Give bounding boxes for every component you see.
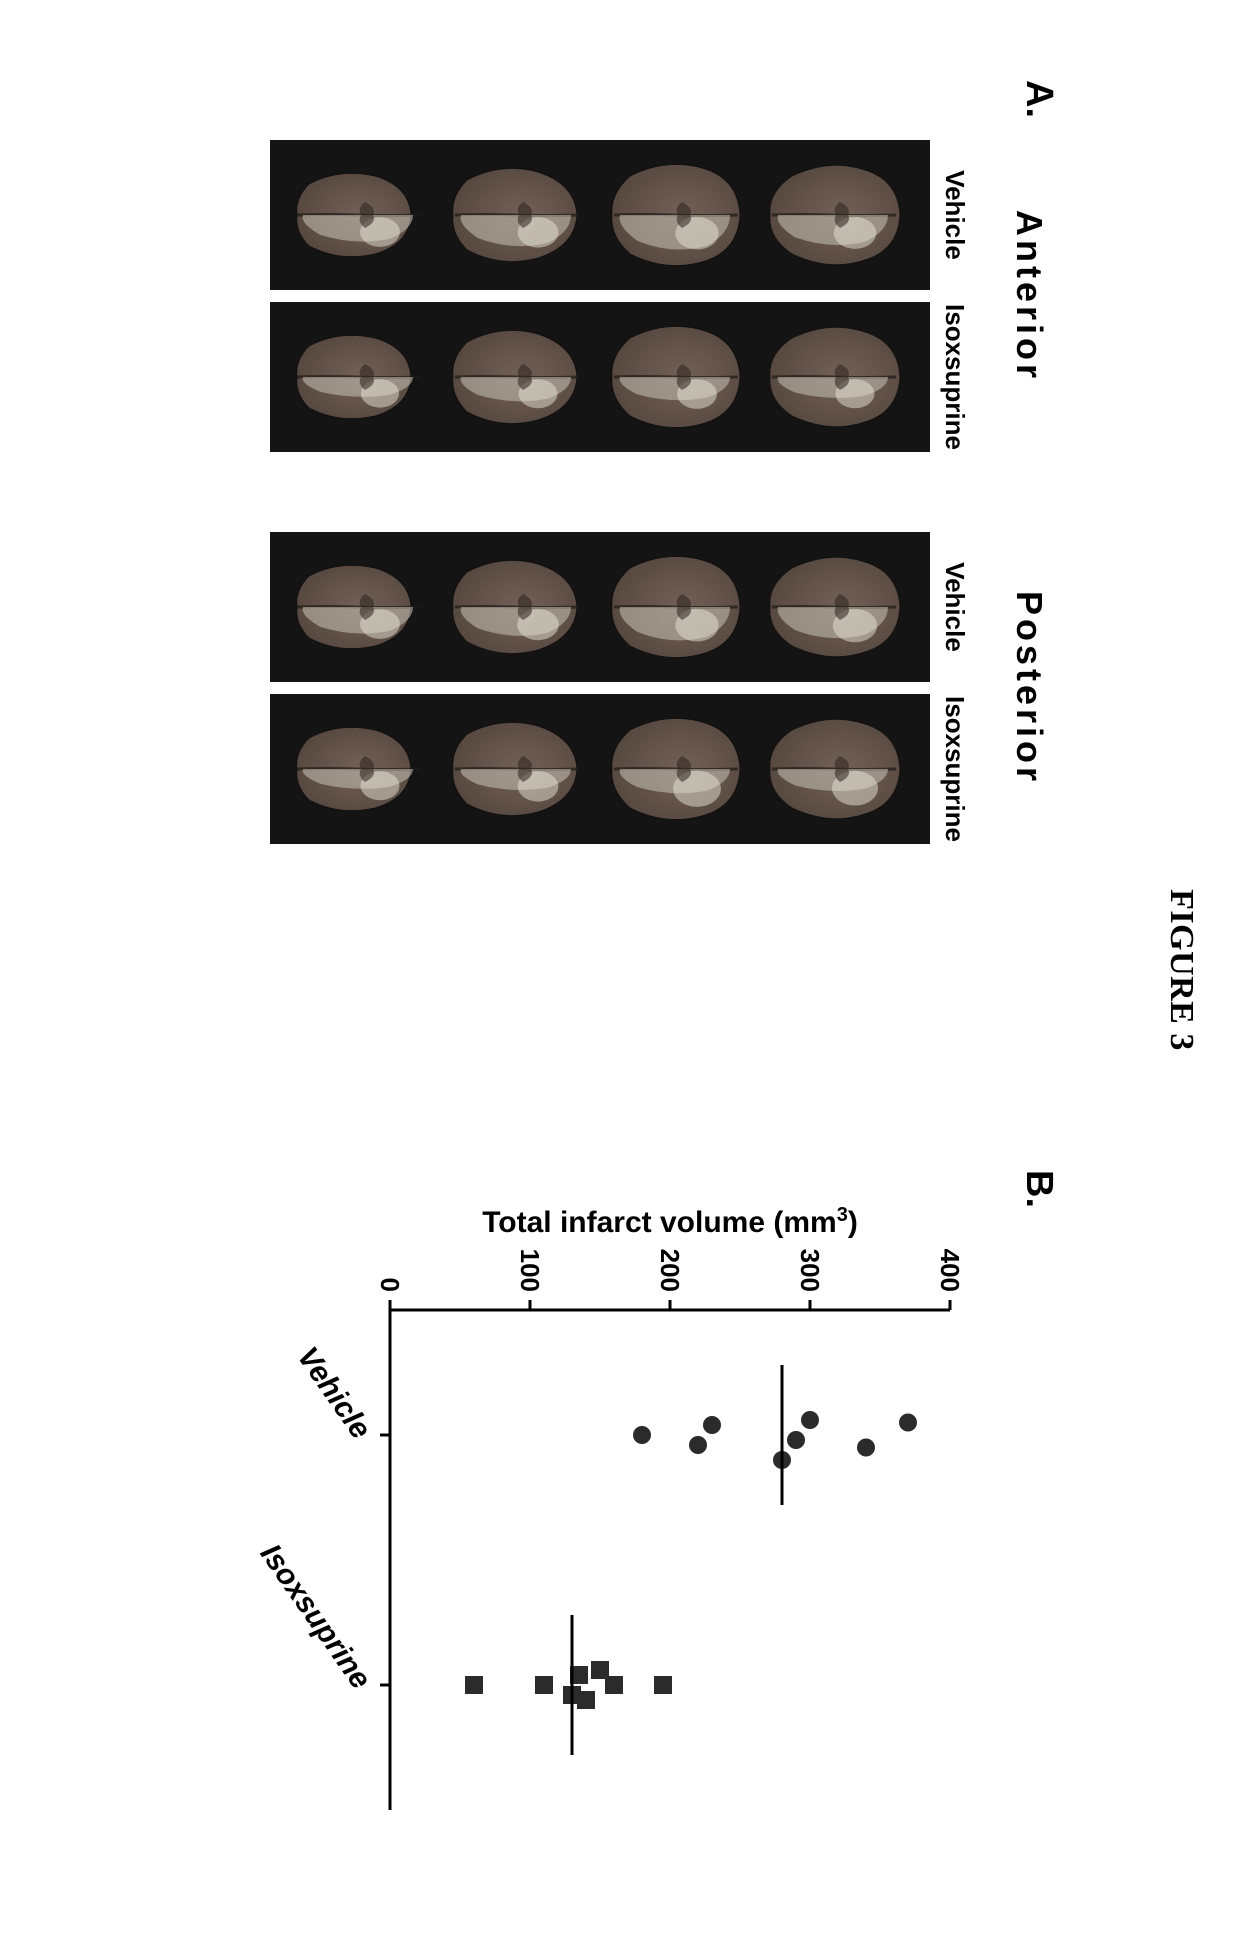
brain-strip: [270, 302, 930, 452]
brain-slice: [448, 542, 593, 672]
brain-slice: [448, 704, 593, 834]
panel-b-plot: 0 100 200 300 400 Total infarct volume (mm3) V…: [220, 1200, 980, 1880]
x-category-label: Isoxsuprine: [254, 1538, 378, 1695]
brain-slice: [607, 312, 752, 442]
brain-slice: [765, 542, 910, 672]
brain-strip: [270, 694, 930, 844]
col-title: Vehicle: [939, 532, 970, 682]
brain-slice: [290, 312, 435, 442]
svg-text:300: 300: [795, 1249, 825, 1292]
brain-slice: [765, 150, 910, 280]
brain-strip: [270, 140, 930, 290]
brain-slice: [448, 150, 593, 280]
data-point: [465, 1676, 483, 1694]
brain-slice: [607, 150, 752, 280]
brain-slice: [607, 704, 752, 834]
brain-slice: [765, 704, 910, 834]
data-point: [654, 1676, 672, 1694]
panel-a-label: A.: [1017, 80, 1060, 118]
data-point: [703, 1416, 721, 1434]
brain-slice: [290, 150, 435, 280]
data-point: [633, 1426, 651, 1444]
brain-slice: [765, 312, 910, 442]
svg-text:400: 400: [935, 1249, 965, 1292]
data-point: [535, 1676, 553, 1694]
panel-b-label: B.: [1017, 1170, 1060, 1208]
data-point: [591, 1661, 609, 1679]
brain-slice: [290, 542, 435, 672]
x-category-label: Vehicle: [291, 1341, 378, 1445]
data-point: [689, 1436, 707, 1454]
brain-slice: [290, 704, 435, 834]
data-point: [857, 1439, 875, 1457]
svg-text:0: 0: [375, 1278, 405, 1292]
figure-stage: FIGURE 3 A. B. Vehicle: [0, 0, 1240, 1940]
brain-slice: [448, 312, 593, 442]
scatter-svg: 0 100 200 300 400 Total infarct volume (mm3) V…: [220, 1200, 980, 1840]
figure-title: FIGURE 3: [1162, 0, 1200, 1940]
data-point: [801, 1411, 819, 1429]
data-point: [787, 1431, 805, 1449]
svg-text:100: 100: [515, 1249, 545, 1292]
col-title: Vehicle: [939, 140, 970, 290]
section-title: Anterior: [1008, 140, 1050, 452]
col-title: Isoxsuprine: [939, 302, 970, 452]
brain-strip: [270, 532, 930, 682]
brain-slice: [607, 542, 752, 672]
section-title: Posterior: [1008, 532, 1050, 844]
col-title: Isoxsuprine: [939, 694, 970, 844]
data-point: [899, 1414, 917, 1432]
y-axis-label: Total infarct volume (mm3): [482, 1204, 858, 1239]
svg-text:200: 200: [655, 1249, 685, 1292]
